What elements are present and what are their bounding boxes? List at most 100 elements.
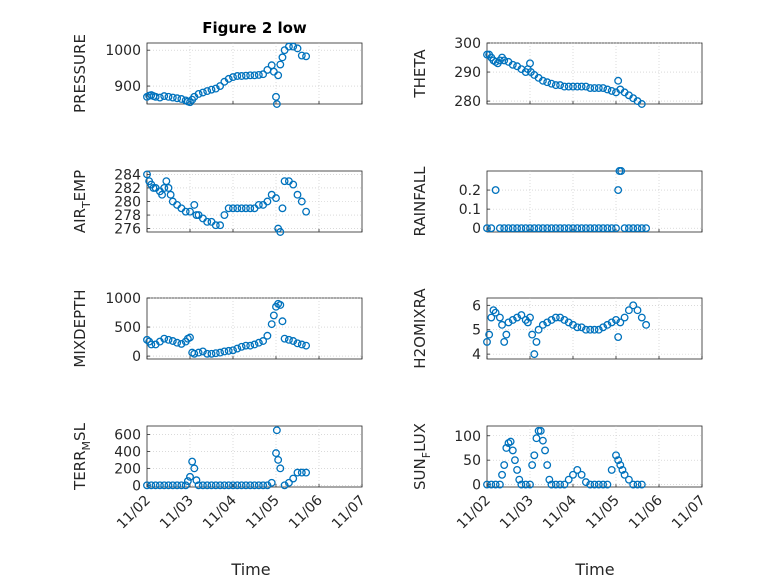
- data-point: [517, 311, 526, 320]
- data-point: [487, 480, 496, 489]
- data-point: [276, 464, 285, 473]
- data-point: [186, 472, 194, 481]
- data-point: [151, 92, 160, 101]
- axes-frame: [146, 425, 363, 488]
- data-point: [534, 325, 543, 334]
- data-point: [603, 320, 612, 329]
- data-point: [216, 82, 225, 91]
- data-point: [528, 330, 537, 339]
- data-point: [532, 434, 541, 443]
- subplot-mixdepth: 0 500 1000 MIXDEPTH: [71, 289, 363, 368]
- data-point: [612, 316, 620, 324]
- subplot-theta: 280 290 300 THETA: [411, 36, 703, 110]
- data-point: [246, 204, 255, 213]
- data-point: [267, 478, 276, 487]
- y-axis-label: PRESSURE: [71, 34, 89, 113]
- x-tick-label: 11/07: [329, 493, 369, 533]
- data-point: [515, 475, 524, 484]
- data-point: [241, 204, 250, 213]
- data-point: [246, 341, 255, 350]
- data-point: [194, 348, 203, 357]
- data-point: [224, 346, 233, 355]
- data-point: [293, 468, 302, 477]
- data-point: [560, 224, 569, 233]
- data-point: [633, 480, 642, 489]
- data-point: [569, 320, 577, 329]
- data-point: [532, 337, 541, 346]
- data-point: [620, 313, 629, 322]
- data-point: [538, 224, 547, 233]
- subplot-sun_flux: 0 50 100 SUNFLUX 11/02 11/03 11/04 11/05 11/06 11…: [411, 423, 709, 532]
- data-point: [526, 224, 534, 233]
- data-point: [624, 475, 633, 484]
- data-point: [263, 331, 272, 340]
- data-point: [594, 224, 603, 233]
- data-point: [485, 330, 494, 339]
- data-point: [276, 301, 285, 309]
- data-point: [188, 457, 197, 466]
- data-point: [211, 481, 220, 490]
- data-point: [556, 480, 565, 489]
- data-point: [637, 224, 646, 233]
- data-point: [526, 59, 534, 68]
- data-point: [569, 82, 577, 91]
- x-tick-label: 11/07: [669, 493, 709, 533]
- data-point: [534, 224, 543, 233]
- data-point: [166, 190, 175, 199]
- y-axis-label: SUNFLUX: [411, 423, 433, 490]
- data-point: [590, 224, 599, 233]
- data-point: [241, 341, 250, 350]
- data-point: [237, 481, 246, 490]
- data-point: [564, 475, 573, 484]
- data-point: [289, 42, 298, 51]
- data-point: [607, 86, 616, 95]
- data-point: [190, 200, 199, 209]
- data-point: [207, 85, 216, 94]
- data-point: [495, 313, 504, 322]
- data-point: [229, 346, 237, 355]
- data-point: [254, 70, 263, 79]
- data-point: [177, 95, 186, 103]
- y-tick-label: 290: [454, 65, 481, 81]
- data-point: [491, 308, 500, 317]
- data-point: [289, 474, 298, 483]
- y-tick-label: 900: [114, 79, 141, 95]
- data-point: [521, 480, 530, 489]
- data-point: [211, 349, 220, 358]
- data-point: [500, 224, 509, 233]
- data-point: [526, 313, 534, 322]
- data-point: [642, 320, 651, 329]
- data-point: [502, 330, 511, 339]
- data-point: [538, 436, 547, 445]
- data-point: [504, 224, 513, 233]
- data-point: [211, 84, 220, 93]
- data-point: [293, 339, 302, 348]
- data-point: [616, 318, 625, 327]
- data-point: [599, 480, 608, 489]
- data-point: [523, 318, 532, 327]
- data-point: [569, 224, 577, 233]
- data-point: [607, 224, 616, 233]
- y-axis-label: AIRTEMP: [71, 170, 93, 233]
- y-tick-label: 5: [472, 323, 481, 339]
- data-point: [302, 52, 311, 61]
- data-point: [586, 84, 595, 92]
- data-point: [164, 335, 173, 344]
- data-point: [276, 228, 285, 236]
- data-point: [237, 204, 246, 213]
- data-point: [207, 481, 216, 490]
- data-point: [164, 92, 173, 101]
- data-point: [198, 347, 207, 356]
- data-point: [241, 481, 250, 490]
- data-point: [173, 94, 182, 103]
- data-point: [618, 465, 627, 474]
- data-point: [633, 224, 642, 233]
- data-point: [190, 464, 199, 473]
- x-tick-label: 11/02: [454, 493, 494, 533]
- data-point: [543, 318, 552, 327]
- data-point: [168, 93, 177, 102]
- data-point: [526, 480, 534, 489]
- data-point: [612, 451, 620, 460]
- y-tick-label: 0: [472, 478, 481, 494]
